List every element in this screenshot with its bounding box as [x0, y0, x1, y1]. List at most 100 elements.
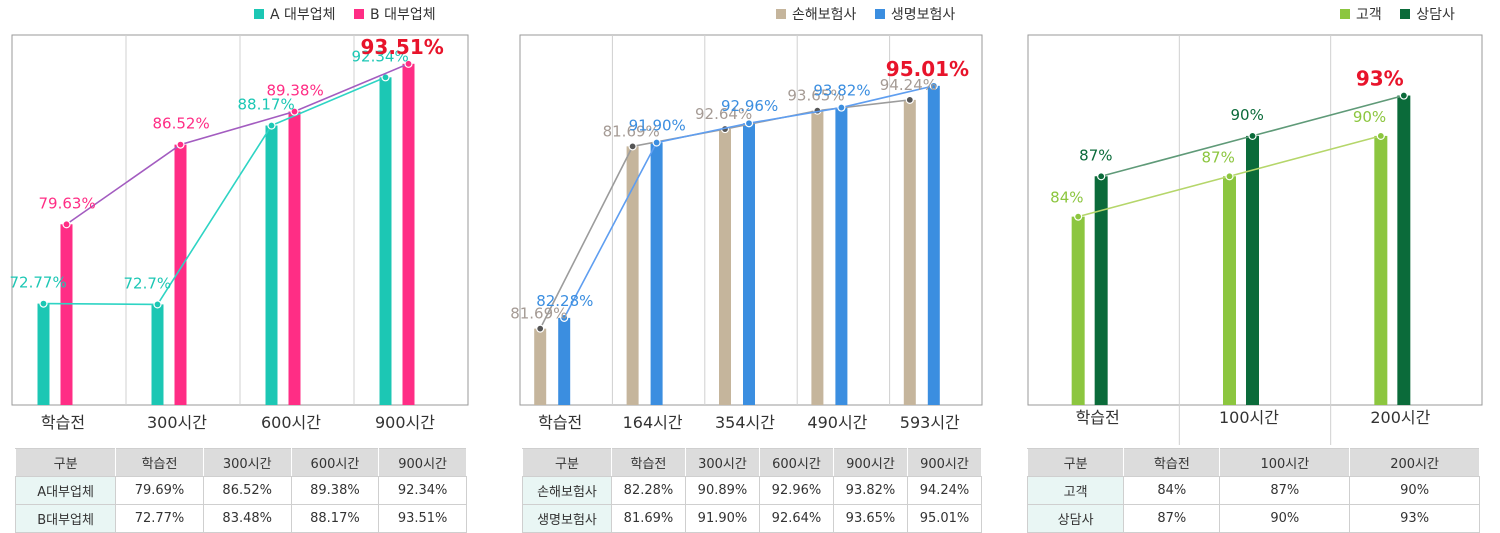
data-point: [929, 81, 938, 90]
data-point: [153, 300, 162, 309]
legend-swatch: [1340, 9, 1350, 19]
table-row-header: 상담사: [1026, 504, 1125, 533]
data-point: [39, 299, 48, 308]
legend-3: 고객 상담사: [1326, 4, 1455, 24]
table-header-row: 구분 학습전 100시간 200시간: [1026, 448, 1480, 477]
table-cell: 92.64%: [758, 504, 834, 533]
data-label: 90%: [1353, 108, 1386, 126]
legend-item: B 대부업체: [354, 4, 436, 24]
data-point: [1097, 172, 1106, 181]
table-cell: 90.89%: [684, 476, 760, 505]
data-label: 90%: [1231, 106, 1264, 124]
table-header-row: 구분 학습전 300시간 600시간 900시간: [14, 448, 467, 477]
bar: [1071, 216, 1085, 405]
category-label: 593시간: [900, 413, 960, 432]
category-label: 490시간: [807, 413, 867, 432]
legend-item: 생명보험사: [874, 4, 956, 24]
bar: [1374, 135, 1388, 405]
table-header-cell: 학습전: [1123, 448, 1221, 477]
legend-label: 고객: [1356, 7, 1382, 23]
data-label: 92.96%: [721, 97, 778, 115]
chart-panel-1: A 대부업체 B 대부업체 72.77% 72.7% 88.17% 92.34% 79.…: [0, 0, 480, 533]
data-label: 79.63%: [39, 194, 96, 212]
data-point: [536, 324, 545, 333]
table-cell: 90%: [1349, 476, 1480, 505]
table-header-cell: 구분: [14, 448, 117, 477]
data-point: [1248, 131, 1257, 141]
bar: [1397, 95, 1411, 405]
legend-label: 손해보험사: [792, 7, 857, 23]
table-header-cell: 300시간: [684, 448, 760, 477]
table-row: 고객 84% 87% 90%: [1026, 476, 1480, 505]
bar: [379, 77, 392, 405]
table-cell: 89.38%: [290, 476, 380, 505]
data-point: [62, 220, 71, 229]
table-header-cell: 학습전: [610, 448, 686, 477]
data-point: [1225, 172, 1234, 181]
data-label: 88.17%: [238, 96, 295, 114]
category-label: 학습전: [41, 413, 85, 432]
legend-label: 생명보험사: [890, 7, 956, 23]
legend-1: A 대부업체 B 대부업체: [240, 4, 436, 24]
bar: [1094, 176, 1108, 405]
data-point: [744, 119, 754, 128]
table-row: B대부업체 72.77% 83.48% 88.17% 93.51%: [14, 504, 467, 533]
table-header-cell: 900시간: [906, 448, 983, 477]
data-label: 89.38%: [267, 82, 324, 100]
bar: [927, 85, 940, 405]
bar: [650, 142, 663, 406]
table-cell: 82.28%: [610, 476, 686, 505]
bar: [534, 328, 547, 405]
data-label: 93.82%: [813, 82, 870, 100]
bar: [626, 146, 639, 405]
data-point: [404, 59, 413, 68]
category-label: 164시간: [623, 413, 683, 432]
table-header-row: 구분 학습전 300시간 600시간 900시간 900시간: [522, 448, 983, 477]
bar: [37, 303, 50, 405]
legend-swatch: [1400, 9, 1411, 19]
data-point: [1074, 212, 1083, 221]
bar: [743, 123, 755, 406]
table-cell: 95.01%: [906, 504, 983, 533]
category-label: 100시간: [1219, 408, 1279, 427]
data-table-1: 구분 학습전 300시간 600시간 900시간 A대부업체 79.69% 86.52% 89.…: [14, 448, 467, 533]
bar: [835, 107, 848, 405]
table-cell: 91.90%: [684, 504, 760, 533]
table-row-header: B대부업체: [14, 504, 117, 533]
table-header-cell: 600시간: [290, 448, 380, 477]
bar: [402, 63, 415, 406]
table-header-cell: 300시간: [202, 448, 292, 477]
table-header-cell: 구분: [1026, 448, 1125, 477]
data-label: 87%: [1079, 146, 1112, 164]
category-label: 300시간: [147, 413, 207, 432]
chart-svg-3: 84% 87% 90% 87% 90% 93% 학습전 100시간 200시간: [1027, 34, 1483, 445]
table-cell: 79.69%: [115, 476, 204, 505]
data-point: [1376, 131, 1385, 141]
table-header-cell: 학습전: [115, 448, 204, 477]
table-header-cell: 100시간: [1219, 448, 1351, 477]
data-label: 81.69%: [603, 122, 660, 140]
table-cell: 84%: [1123, 476, 1221, 505]
chart-svg-1: 72.77% 72.7% 88.17% 92.34% 79.63% 86.52% 89.38…: [10, 34, 469, 432]
category-label: 600시간: [261, 413, 321, 432]
table-cell: 86.52%: [202, 476, 292, 505]
legend-label: B 대부업체: [370, 7, 436, 23]
category-label: 354시간: [715, 413, 775, 432]
bar: [903, 99, 916, 406]
data-point: [628, 142, 637, 151]
legend-item: A 대부업체: [254, 4, 336, 24]
bar: [288, 111, 301, 405]
table-row-header: 손해보험사: [522, 476, 612, 505]
bar: [60, 224, 73, 405]
data-label: 86.52%: [153, 115, 210, 133]
legend-label: 상담사: [1416, 7, 1455, 23]
data-label: 93%: [1356, 67, 1404, 91]
bar: [719, 129, 731, 405]
bar: [174, 144, 187, 406]
chart-panel-3: 고객 상담사 84% 87% 90% 87% 90% 93% 학습전 100시간 200시간 구…: [1010, 0, 1500, 533]
legend-2: 손해보험사 생명보험사: [762, 4, 955, 24]
bar: [151, 304, 164, 405]
data-point: [1399, 91, 1408, 100]
table-row: A대부업체 79.69% 86.52% 89.38% 92.34%: [14, 476, 467, 505]
bar: [1246, 135, 1259, 405]
